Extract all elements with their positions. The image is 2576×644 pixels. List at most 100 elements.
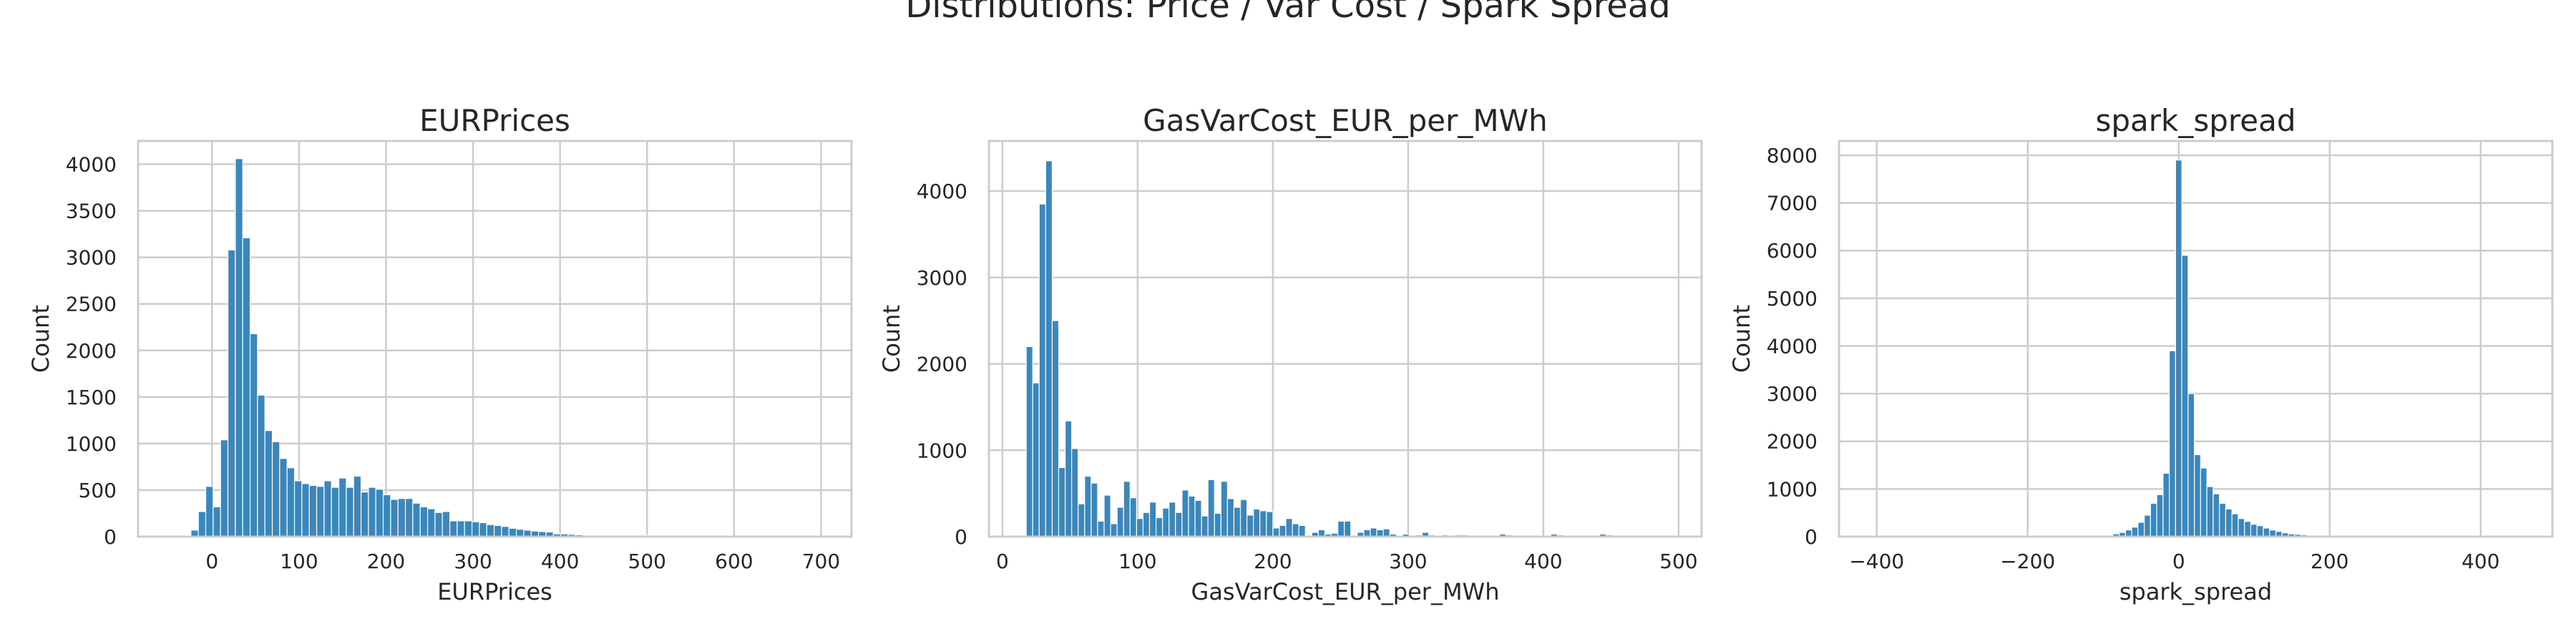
histogram-bar: [1064, 420, 1073, 537]
histogram-bar: [353, 475, 362, 537]
histogram-bar: [2200, 467, 2207, 537]
histogram-bar: [235, 158, 243, 537]
x-tick-label: 500: [1659, 550, 1697, 573]
x-tick-label: 100: [280, 550, 318, 573]
x-tick-label: 400: [541, 550, 579, 573]
x-tick-label: 0: [996, 550, 1009, 573]
chart-title: EURPrices: [419, 103, 570, 138]
histogram-bar: [368, 487, 376, 537]
histogram-gasvarcost: 0 100 200 300 400 500 0 1000 2000 3000 4000 GasVarC…: [878, 103, 1703, 605]
histogram-bar: [2263, 527, 2270, 537]
y-tick-label: 2000: [1767, 430, 1818, 454]
histogram-bar: [441, 511, 451, 537]
histogram-bar: [1253, 508, 1261, 537]
x-tick-label: 200: [367, 550, 405, 573]
x-tick-label: 300: [1389, 550, 1427, 573]
histogram-bar: [1272, 527, 1280, 537]
histogram-bar: [2194, 454, 2202, 537]
histogram-bar: [2231, 513, 2239, 537]
histogram-bar: [2238, 518, 2245, 537]
x-tick-label: 200: [1254, 550, 1292, 573]
axes-frame: [987, 140, 1703, 538]
histogram-bar: [2219, 502, 2227, 537]
x-axis-label: EURPrices: [437, 578, 552, 605]
histogram-bar: [271, 441, 280, 537]
histogram-spark-spread: −400 −200 0 200 4000100020003000400050006000…: [1728, 103, 2554, 605]
histogram-bar: [264, 430, 273, 537]
histogram-bar: [1181, 489, 1189, 537]
histogram-bar: [1292, 523, 1299, 537]
histogram-bar: [426, 508, 436, 537]
histogram-bar: [1175, 512, 1183, 537]
y-tick-label: 4000: [917, 180, 967, 203]
histogram-bar: [257, 394, 265, 537]
y-tick-label: 1000: [917, 439, 967, 462]
histogram-bar: [1148, 502, 1157, 537]
histogram-bar: [1266, 511, 1274, 537]
y-tick-label: 2000: [917, 353, 967, 376]
histogram-bar: [2143, 514, 2151, 537]
y-axis-label: Count: [27, 305, 54, 373]
y-tick-label: 7000: [1767, 192, 1818, 215]
histogram-bar: [1285, 518, 1293, 537]
histogram-bar: [1051, 320, 1060, 537]
histogram-bar: [412, 502, 421, 537]
histogram-bar: [1246, 514, 1254, 537]
x-tick-label: 500: [628, 550, 666, 573]
histogram-bar: [1155, 517, 1163, 537]
histogram-bar: [397, 498, 406, 537]
histogram-bar: [301, 483, 310, 537]
histogram-bar: [1207, 479, 1215, 537]
x-tick-label: −200: [2000, 550, 2055, 573]
histogram-bar: [1078, 503, 1085, 537]
y-axis-label: Count: [1728, 305, 1755, 373]
chart-title: GasVarCost_EUR_per_MWh: [1143, 103, 1548, 138]
y-tick-label: 3500: [66, 200, 117, 223]
histogram-bar: [1136, 518, 1144, 537]
histogram-eurprices: 0 100 200 300 400 500 600 700 0 500 1000 1500 2000 25…: [27, 103, 853, 605]
x-tick-label: 400: [2462, 550, 2499, 573]
histogram-bar: [220, 439, 229, 537]
histogram-bar: [249, 333, 258, 537]
histogram-bar: [1382, 528, 1390, 537]
y-tick-label: 0: [955, 525, 967, 549]
histogram-bar: [2212, 493, 2220, 537]
histogram-bar: [464, 520, 473, 537]
y-tick-label: 8000: [1767, 144, 1818, 167]
histogram-bar: [515, 528, 525, 537]
histogram-bar: [1025, 346, 1033, 537]
histogram-bar: [2137, 522, 2145, 537]
y-tick-label: 3000: [917, 266, 967, 290]
histogram-bar: [390, 499, 399, 537]
histogram-bar: [338, 477, 347, 537]
histogram-bar: [2225, 508, 2233, 537]
histogram-bar: [1162, 507, 1170, 537]
histogram-bar: [316, 486, 325, 537]
histogram-bar: [1071, 448, 1079, 537]
x-tick-label: 0: [2172, 550, 2185, 573]
y-axis-label: Count: [878, 305, 905, 373]
histogram-bar: [508, 527, 517, 537]
histogram-bar: [449, 520, 458, 537]
histogram-bar: [471, 521, 480, 537]
histogram-bar: [286, 467, 296, 537]
histogram-bar: [1188, 495, 1196, 537]
x-tick-label: 200: [2311, 550, 2348, 573]
histogram-bar: [1032, 382, 1040, 537]
histogram-bar: [1298, 525, 1306, 537]
histogram-bar: [2256, 525, 2264, 537]
y-tick-label: 0: [104, 525, 117, 549]
histogram-bar: [1344, 520, 1352, 537]
histogram-bar: [360, 491, 369, 537]
histogram-bar: [323, 480, 332, 537]
x-axis-label: spark_spread: [2119, 578, 2272, 605]
histogram-bar: [205, 486, 214, 537]
histogram-bar: [1279, 525, 1287, 537]
y-tick-label: 1000: [1767, 477, 1818, 501]
y-tick-label: 6000: [1767, 239, 1818, 263]
histogram-bar: [2175, 160, 2182, 537]
y-tick-label: 2000: [66, 339, 117, 363]
y-tick-label: 1000: [66, 432, 117, 456]
histogram-bar: [1045, 160, 1053, 537]
